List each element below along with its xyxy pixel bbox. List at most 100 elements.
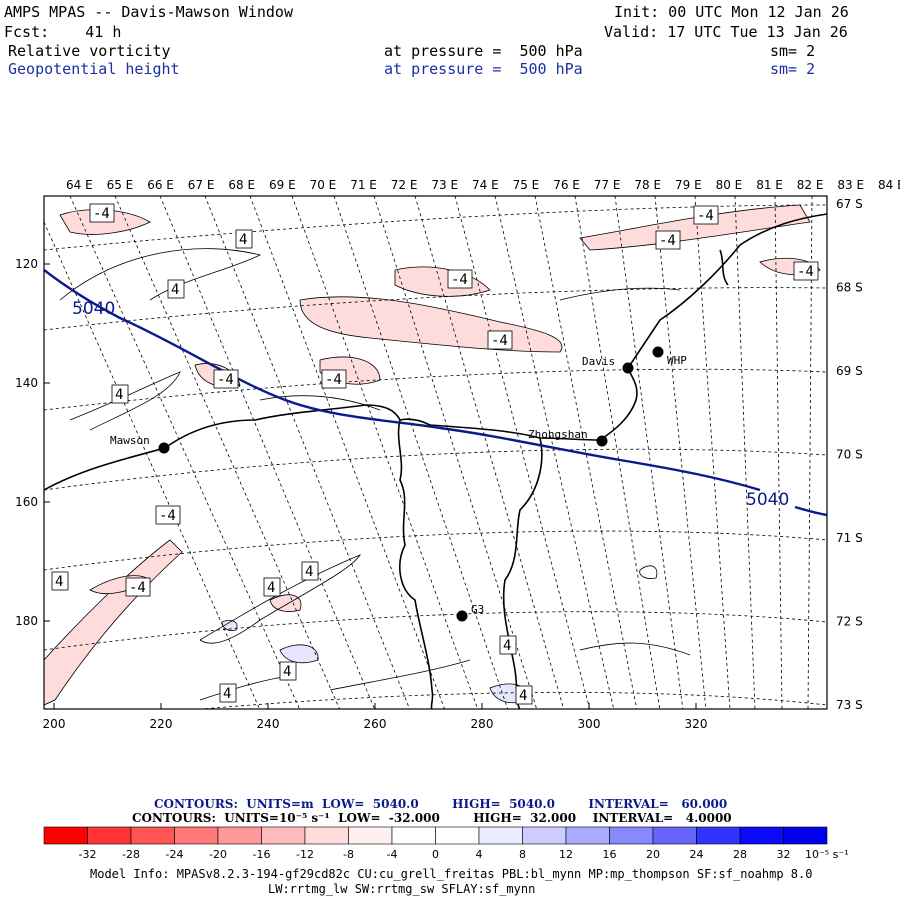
colorbar-swatch [565,826,610,845]
colorbar-swatch [739,826,784,845]
vorticity-shading [44,204,821,706]
vort-label-pos: 4 [305,564,313,580]
colorbar-label: -4 [387,848,398,861]
right-lat-label: 71 S [836,531,863,545]
colorbar-label: 24 [690,848,704,861]
station-marker-g3 [456,610,468,622]
top-lon-label: 80 E [716,178,743,192]
station-label-whp: WHP [667,354,687,367]
top-lon-label: 83 E [837,178,864,192]
right-lat-label: 69 S [836,364,863,378]
colorbar-label: 32 [777,848,791,861]
x-tick-label: 280 [471,717,494,731]
x-tick-label: 200 [43,717,66,731]
top-lon-label: 65 E [107,178,134,192]
height-label-left: 5040 [72,299,115,319]
vort-label-neg: -4 [797,264,814,280]
colorbar-label: -24 [166,848,184,861]
field1-smoothing: sm= 2 [770,42,816,60]
top-lon-label: 69 E [269,178,296,192]
top-lon-label: 67 E [188,178,215,192]
colorbar-swatch [304,826,349,845]
vort-label-neg: -4 [659,233,676,249]
y-tick-labels: 120 140 160 180 [15,257,50,628]
colorbar-swatch [348,826,393,845]
colorbar-swatch [652,826,697,845]
top-lon-label: 68 E [228,178,255,192]
top-lon-label: 73 E [431,178,458,192]
colorbar-label: -12 [296,848,314,861]
forecast-hour: Fcst: 41 h [4,23,122,41]
vort-label-pos: 4 [283,664,291,680]
top-lon-label: 64 E [66,178,93,192]
height-contour-info: CONTOURS: UNITS=m LOW= 5040.0 HIGH= 5040… [154,797,728,811]
colorbar-label: -32 [79,848,97,861]
colorbar-swatch [217,826,262,845]
vort-label-neg: -4 [129,580,146,596]
right-lat-label: 67 S [836,197,863,211]
station-marker-whp [652,346,664,358]
colorbar-label: 16 [603,848,617,861]
x-tick-label: 320 [685,717,708,731]
colorbar-label: -20 [209,848,227,861]
colorbar: -32 -28 -24 -20 -16 -12 -8 -4 0 4 8 12 16 20 24 28 32 [43,826,828,861]
vort-label-neg: -4 [325,372,342,388]
stations: Mawson Davis WHP Zhongshan G3 [110,346,687,622]
station-label-zhongshan: Zhongshan [528,428,588,441]
top-longitude-labels: 64 E 65 E 66 E 67 E 68 E 69 E 70 E 71 E 72 E 73 E… [66,178,900,192]
vort-label-neg: -4 [491,333,508,349]
colorbar-swatch [130,826,175,845]
vort-label-neg: -4 [451,272,468,288]
station-marker-zhongshan [596,435,608,447]
height-label-right: 5040 [746,490,789,510]
coastline [44,213,827,709]
colorbar-swatch [696,826,741,845]
colorbar-label: -8 [343,848,354,861]
colorbar-swatch [609,826,654,845]
colorbar-swatch [43,826,88,845]
x-tick-label: 220 [150,717,173,731]
station-label-g3: G3 [471,603,484,616]
vort-label-pos: 4 [55,574,63,590]
top-lon-label: 76 E [553,178,580,192]
y-tick-label: 120 [15,257,38,271]
colorbar-label: -28 [122,848,140,861]
colorbar-swatch [522,826,567,845]
vort-label-neg: -4 [217,372,234,388]
colorbar-swatch [783,826,828,845]
x-tick-label: 240 [257,717,280,731]
model-info: Model Info: MPASv8.2.3-194-gf29cd82c CU:… [90,867,813,881]
top-lon-label: 77 E [594,178,621,192]
vorticity-shading-positive [221,620,529,704]
colorbar-swatch [261,826,306,845]
x-tick-label: 300 [578,717,601,731]
colorbar-label: 8 [519,848,526,861]
height-contour-5040 [44,269,827,517]
vorticity-contour-info: CONTOURS: UNITS=10⁻⁵ s⁻¹ LOW= -32.000 HI… [132,811,732,825]
colorbar-swatch [391,826,436,845]
map-plot-area: Mawson Davis WHP Zhongshan G3 5040 5040 … [44,196,827,709]
top-lon-label: 66 E [147,178,174,192]
vort-label-neg: -4 [697,208,714,224]
colorbar-label: 0 [432,848,439,861]
station-label-mawson: Mawson [110,434,150,447]
x-tick-label: 260 [364,717,387,731]
lat-lon-grid [44,196,827,709]
colorbar-swatch [478,826,523,845]
colorbar-label: 28 [733,848,747,861]
top-lon-label: 84 E [878,178,900,192]
top-lon-label: 71 E [350,178,377,192]
vort-label-pos: 4 [519,688,527,704]
init-time: Init: 00 UTC Mon 12 Jan 26 [614,3,849,21]
colorbar-swatch [435,826,480,845]
map-title: AMPS MPAS -- Davis-Mawson Window [4,3,293,21]
y-tick-label: 140 [15,376,38,390]
vort-label-pos: 4 [503,638,511,654]
vort-label-neg: -4 [159,508,176,524]
y-tick-label: 180 [15,614,38,628]
field2-level: at pressure = 500 hPa [384,60,583,78]
vort-label-pos: 4 [115,387,123,403]
field2-name: Geopotential height [8,60,180,78]
field1-level: at pressure = 500 hPa [384,42,583,60]
top-lon-label: 79 E [675,178,702,192]
